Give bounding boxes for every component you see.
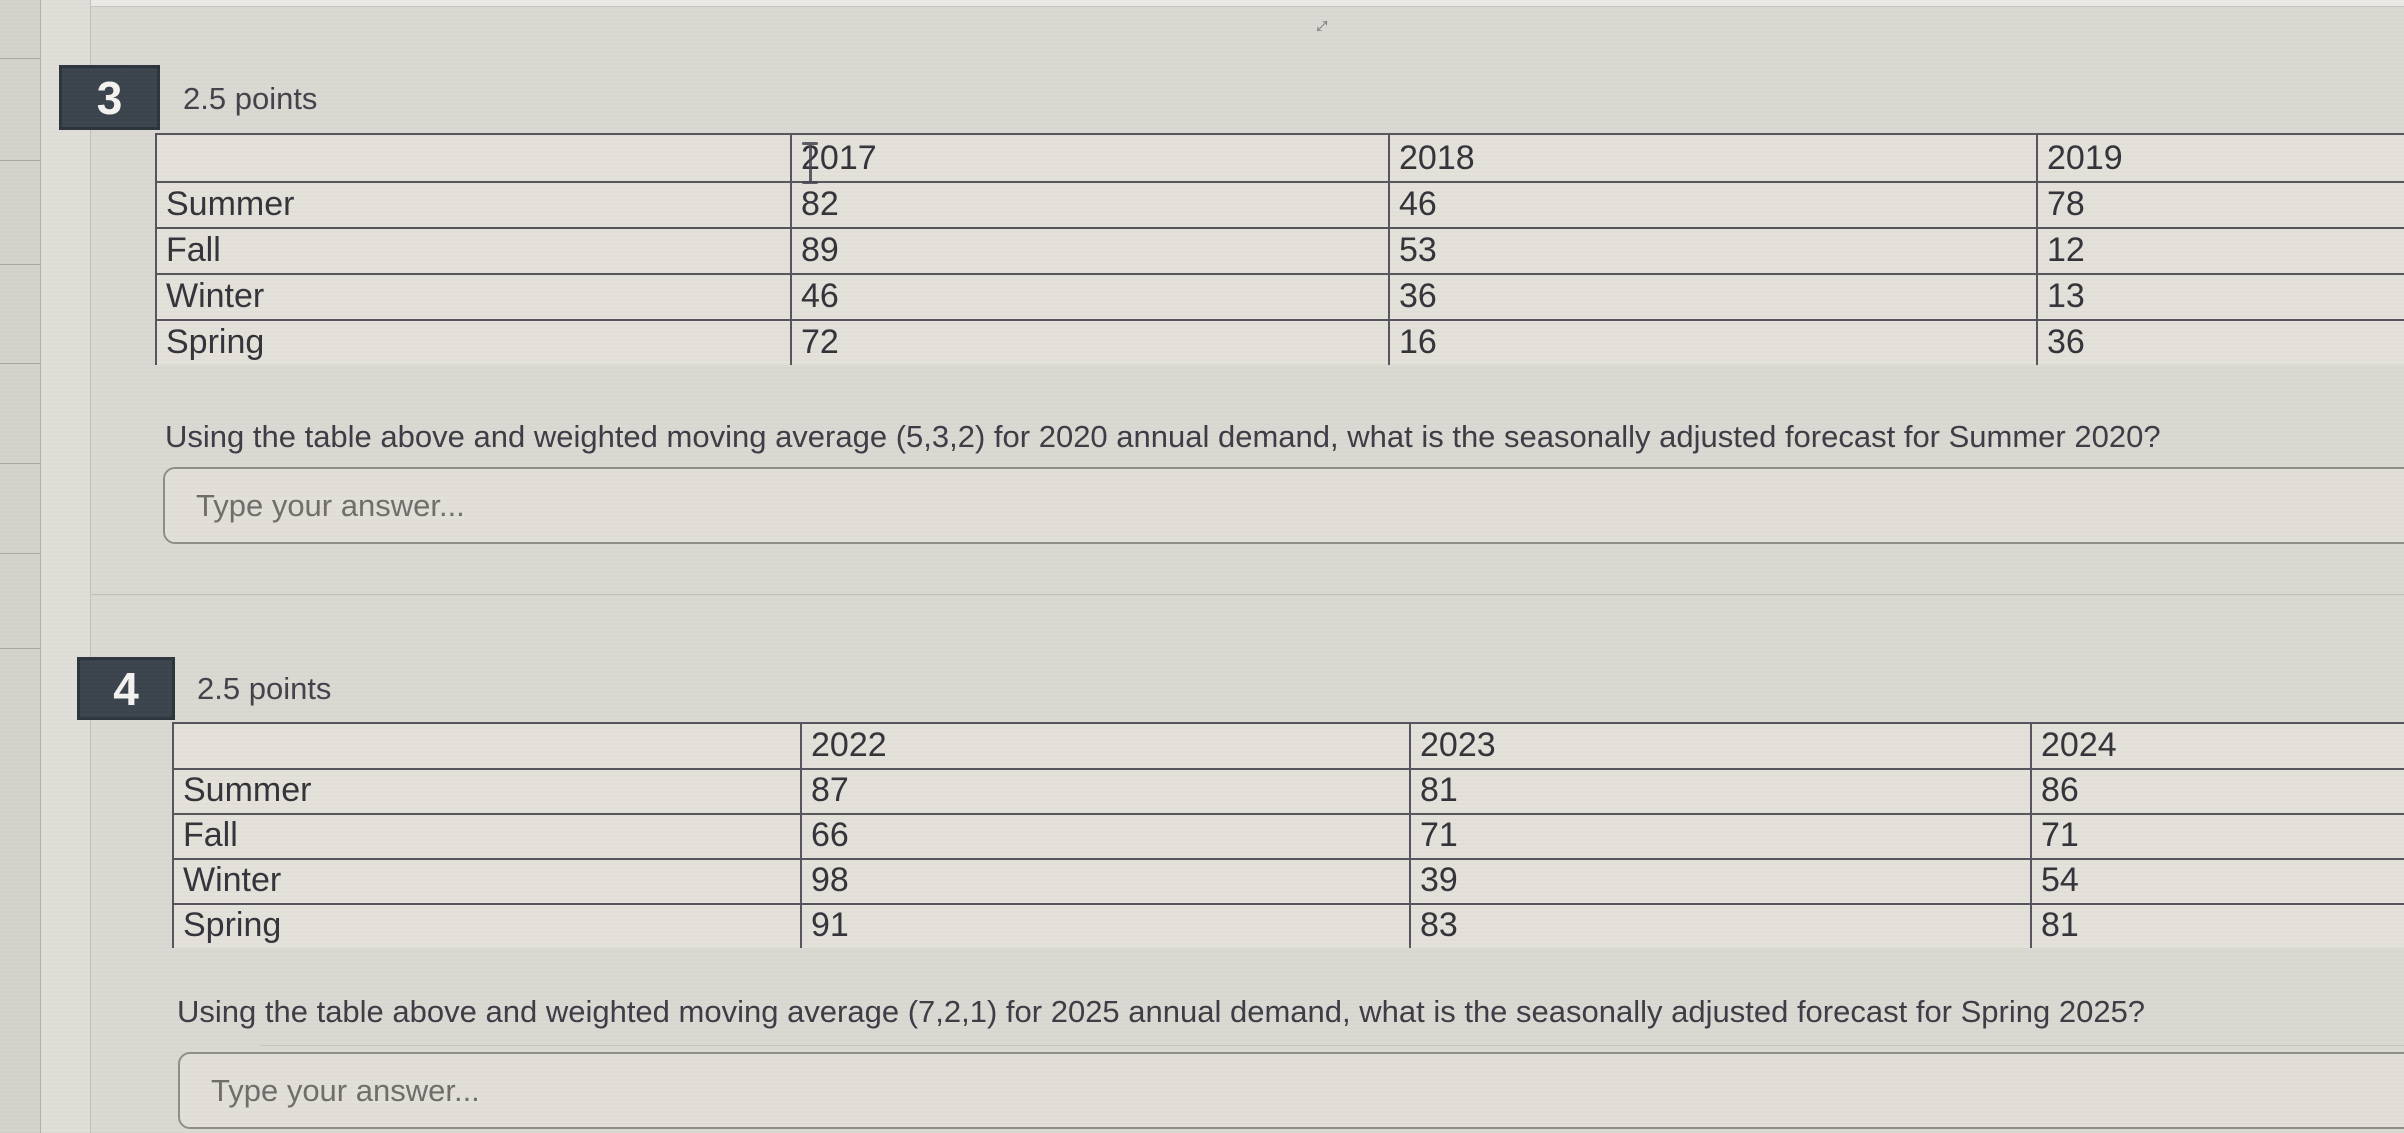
- value-cell: 83: [1409, 903, 2032, 948]
- value-cell: 82: [790, 181, 1390, 229]
- corner-cell: [172, 722, 802, 770]
- season-label-cell: Summer: [172, 768, 802, 815]
- table-row: Summer 82 46 78: [155, 181, 2404, 229]
- season-label-cell: Spring: [155, 319, 792, 365]
- question-4-points-label: 2.5 points: [197, 671, 332, 706]
- season-label-cell: Fall: [155, 227, 792, 275]
- table-row: Spring 91 83 81: [172, 903, 2404, 948]
- value-cell: 87: [800, 768, 1411, 815]
- season-label-cell: Spring: [172, 903, 802, 948]
- value-cell: 71: [1409, 813, 2032, 860]
- value-cell: 54: [2030, 858, 2404, 905]
- rail-separator: [0, 363, 40, 364]
- resize-cursor-icon: ↔: [1301, 5, 1338, 42]
- season-label-cell: Summer: [155, 181, 792, 229]
- table-header-row: 2017 2018 2019: [155, 133, 2404, 183]
- table-row: Summer 87 81 86: [172, 768, 2404, 815]
- year-header-cell: 2024: [2030, 722, 2404, 770]
- table-row: Fall 66 71 71: [172, 813, 2404, 860]
- text-cursor-icon: [799, 142, 821, 184]
- year-header-cell: 2022: [800, 722, 1411, 770]
- year-header-cell: 2018: [1388, 133, 2038, 183]
- table-row: Winter 46 36 13: [155, 273, 2404, 321]
- value-cell: 72: [790, 319, 1390, 365]
- question-3-data-table: 2017 2018 2019 Summer 82 46 78 Fall 89 5…: [155, 133, 2404, 365]
- section-divider: [91, 594, 2404, 595]
- seasonal-demand-table-2017-2019: 2017 2018 2019 Summer 82 46 78 Fall 89 5…: [155, 133, 2404, 365]
- question-4-answer-input[interactable]: [178, 1052, 2404, 1129]
- rail-separator: [0, 160, 40, 161]
- rail-separator: [0, 463, 40, 464]
- question-3-answer-input[interactable]: [163, 467, 2404, 544]
- value-cell: 71: [2030, 813, 2404, 860]
- value-cell: 81: [1409, 768, 2032, 815]
- value-cell: 16: [1388, 319, 2038, 365]
- rail-separator: [0, 58, 40, 59]
- value-cell: 12: [2036, 227, 2404, 275]
- question-number: 4: [113, 662, 139, 715]
- year-header-cell: 2017: [790, 133, 1390, 183]
- value-cell: 39: [1409, 858, 2032, 905]
- value-cell: 78: [2036, 181, 2404, 229]
- table-row: Winter 98 39 54: [172, 858, 2404, 905]
- table-row: Fall 89 53 12: [155, 227, 2404, 275]
- year-header-cell: 2023: [1409, 722, 2032, 770]
- corner-cell: [155, 133, 792, 183]
- season-label-cell: Winter: [155, 273, 792, 321]
- rail-separator: [0, 553, 40, 554]
- value-cell: 89: [790, 227, 1390, 275]
- value-cell: 66: [800, 813, 1411, 860]
- value-cell: 36: [2036, 319, 2404, 365]
- season-label-cell: Winter: [172, 858, 802, 905]
- value-cell: 53: [1388, 227, 2038, 275]
- question-4-number-badge: 4: [77, 657, 175, 720]
- value-cell: 98: [800, 858, 1411, 905]
- screen-top-edge: [0, 0, 2404, 7]
- pre-input-divider: [260, 1045, 2404, 1046]
- value-cell: 91: [800, 903, 1411, 948]
- value-cell: 36: [1388, 273, 2038, 321]
- question-4-data-table: 2022 2023 2024 Summer 87 81 86 Fall 66 7…: [172, 722, 2404, 948]
- question-3-prompt: Using the table above and weighted movin…: [165, 419, 2161, 454]
- table-header-row: 2022 2023 2024: [172, 722, 2404, 770]
- table-row: Spring 72 16 36: [155, 319, 2404, 365]
- value-cell: 86: [2030, 768, 2404, 815]
- question-nav-rail: [0, 0, 41, 1133]
- left-gutter: [41, 0, 91, 1133]
- question-3-points-label: 2.5 points: [183, 81, 318, 116]
- rail-separator: [0, 648, 40, 649]
- year-header-cell: 2019: [2036, 133, 2404, 183]
- rail-separator: [0, 264, 40, 265]
- question-3-number-badge: 3: [59, 65, 160, 130]
- value-cell: 46: [1388, 181, 2038, 229]
- value-cell: 46: [790, 273, 1390, 321]
- seasonal-demand-table-2022-2024: 2022 2023 2024 Summer 87 81 86 Fall 66 7…: [172, 722, 2404, 948]
- value-cell: 13: [2036, 273, 2404, 321]
- question-4-prompt: Using the table above and weighted movin…: [177, 994, 2146, 1029]
- season-label-cell: Fall: [172, 813, 802, 860]
- value-cell: 81: [2030, 903, 2404, 948]
- question-number: 3: [96, 71, 123, 124]
